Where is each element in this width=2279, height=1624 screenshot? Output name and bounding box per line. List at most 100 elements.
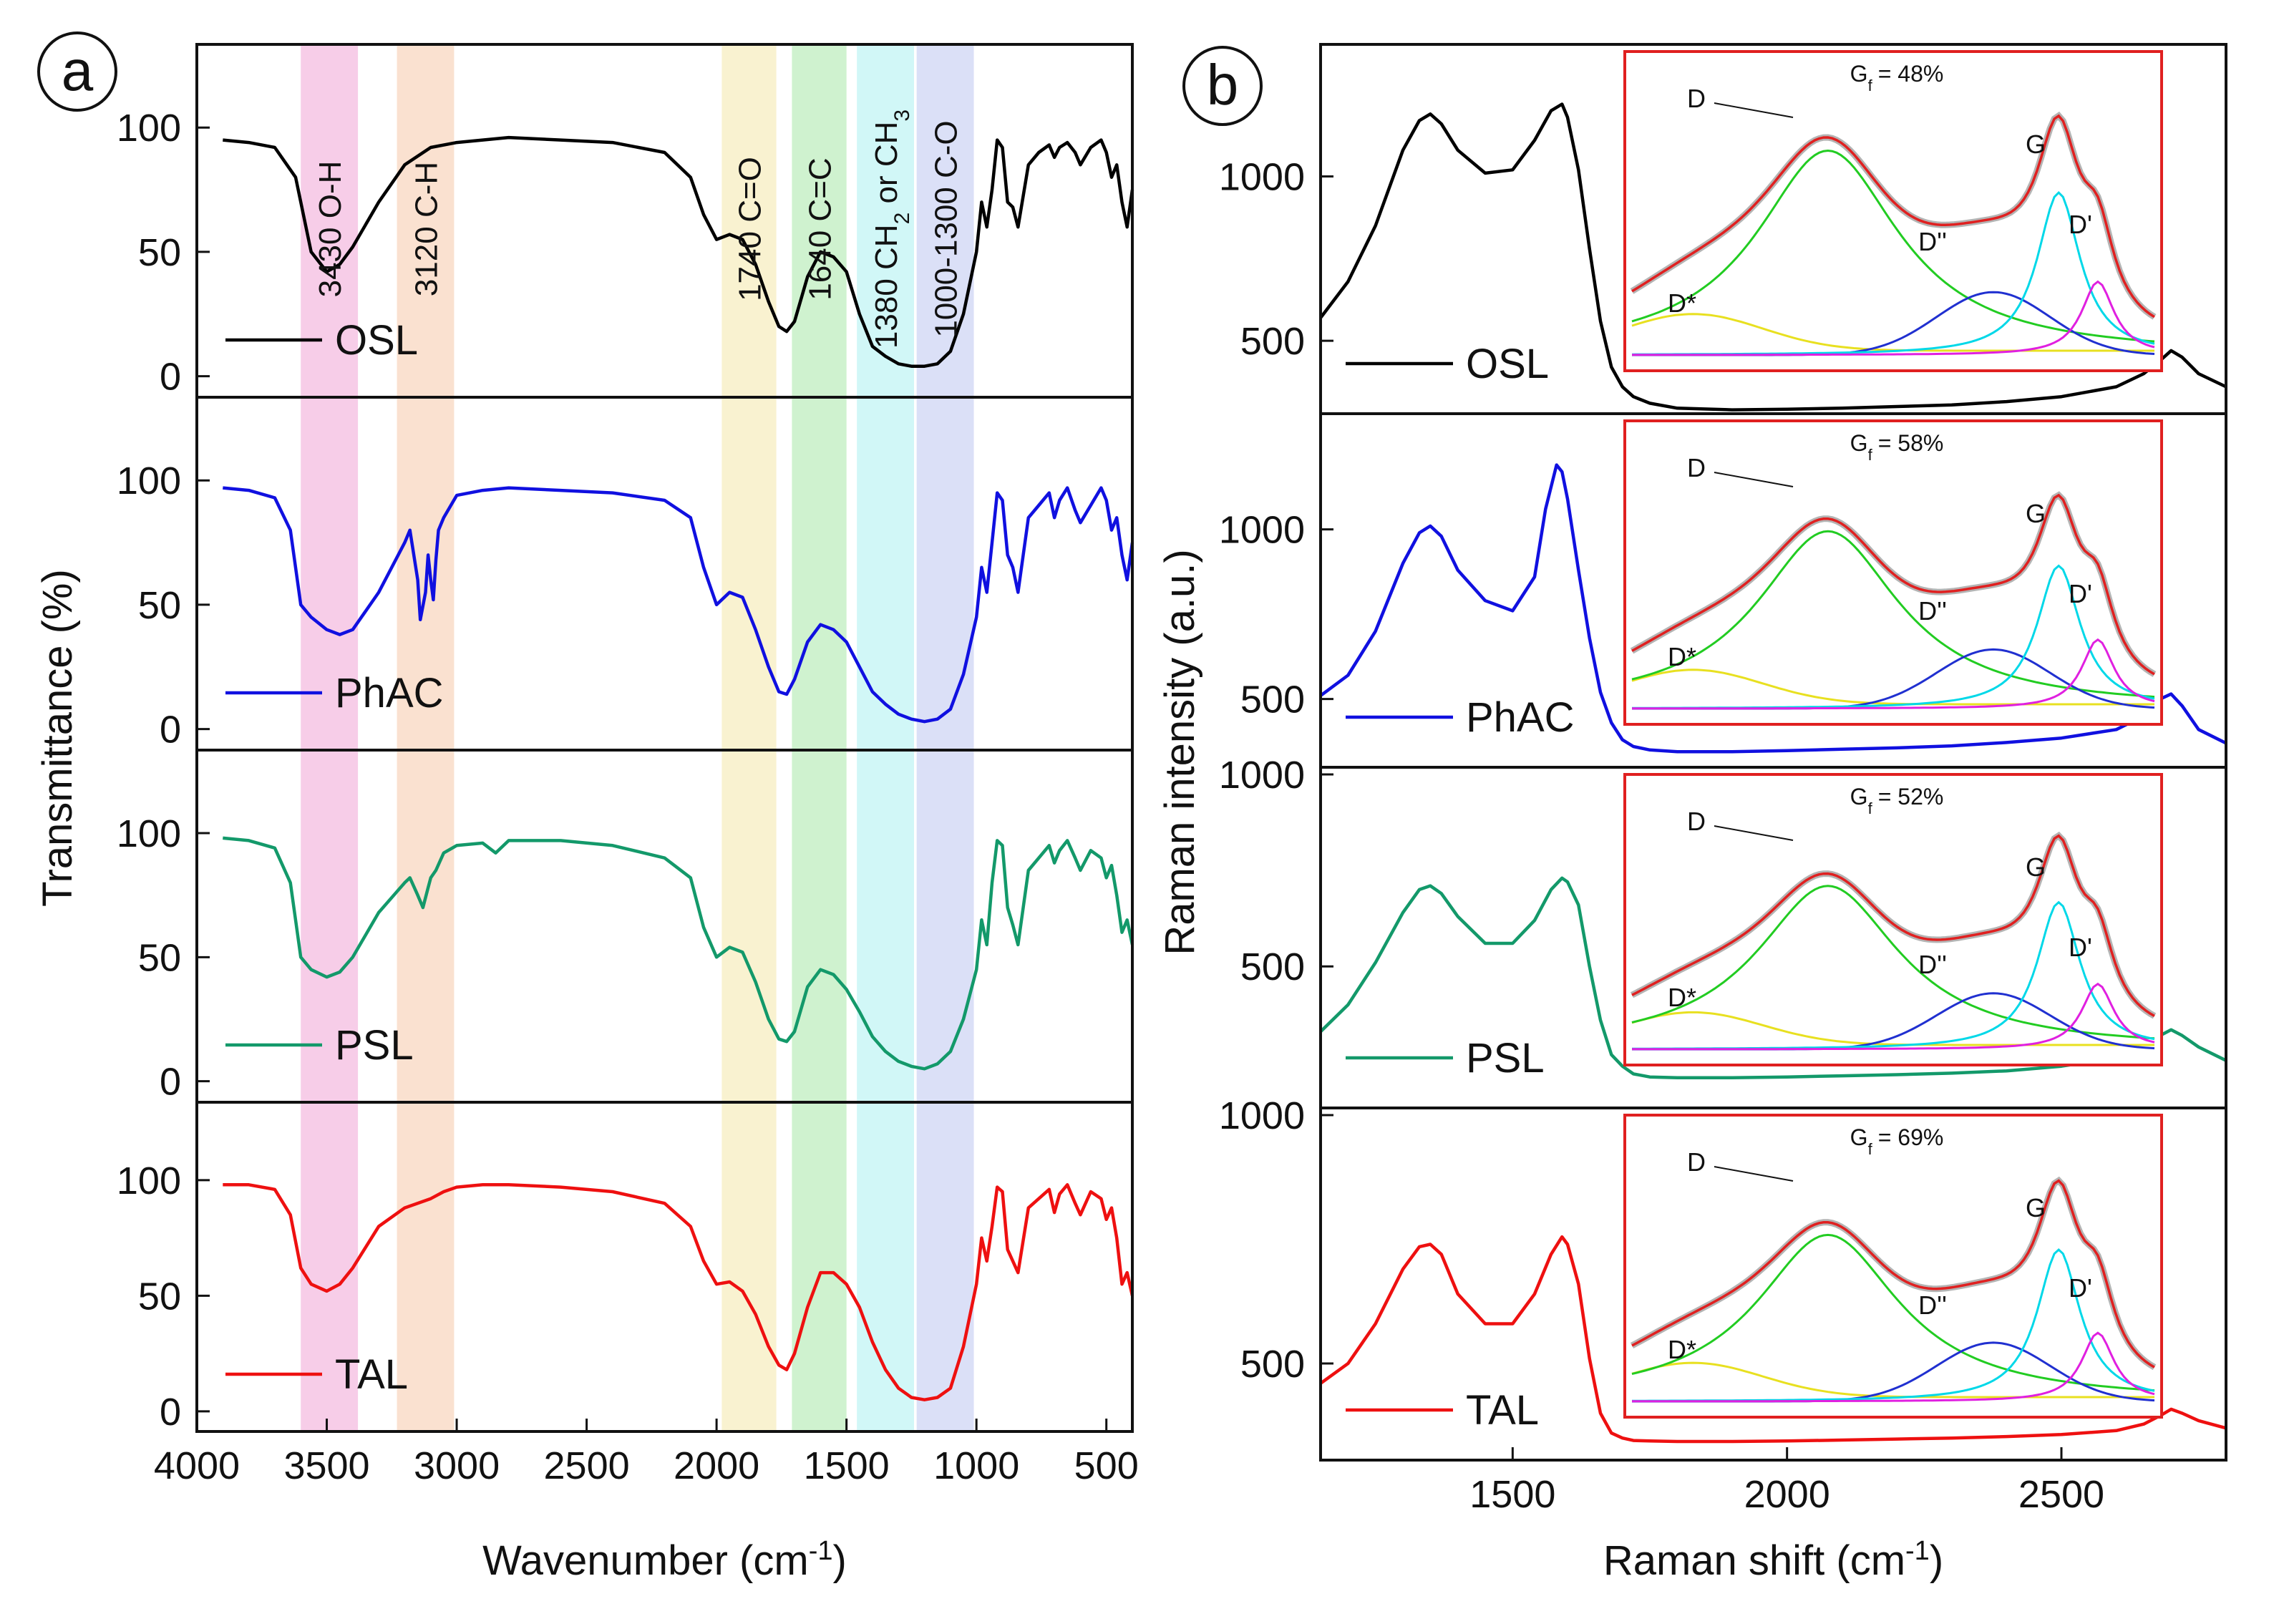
inset-component-dstar [1631,1011,2154,1046]
series-line-PhAC [1319,463,2227,754]
band-label-3: 1640 C=C [803,157,838,300]
band-2 [721,44,777,1431]
gf-value: = 69% [1878,1124,1944,1150]
xtick-label: 2500 [544,1444,630,1487]
legend-label-PhAC: PhAC [335,670,444,716]
band-label-2: 1740 C=O [732,157,767,301]
x-axis-title-part: ) [832,1537,846,1584]
xtick-label: 2000 [674,1444,759,1487]
inset-component-dstar [1631,1361,2154,1399]
inset-arrow-d [1714,472,1794,487]
inset-deconvolution-TAL: Gf = 69% D G D' D'' D* [1623,1114,2163,1419]
x-axis-title-part: -1 [809,1536,833,1566]
inset-label-ddouble: D'' [1918,227,1947,256]
inset-gf-label: Gf = 52% [1850,784,1944,817]
inset-gf-label: Gf = 69% [1850,1124,1944,1158]
inset-fit-line [1631,1179,2155,1368]
inset-frame [1623,773,2163,1066]
ytick-label: 0 [160,1061,181,1104]
y-axis-title: Transmittance (%) [34,569,81,907]
ytick-label: 50 [138,584,181,627]
legend-label-OSL: OSL [1466,341,1549,387]
legend-label-PSL: PSL [335,1022,414,1069]
inset-frame [1623,1114,2163,1419]
series-line-PhAC [223,486,1134,724]
gf-sub: f [1868,1140,1873,1158]
inset-deconvolution-PSL: Gf = 52% D G D' D'' D* [1623,773,2163,1066]
inset-gf-label: Gf = 58% [1850,430,1944,464]
ytick-label: 500 [1240,945,1305,988]
inset-label-dprime: D' [2069,933,2092,962]
plot-frame [195,43,1134,1433]
gf-value: = 58% [1878,430,1944,456]
inset-label-dstar: D* [1668,288,1696,318]
ytick-label: 100 [117,460,181,502]
inset-label-g: G [2026,130,2046,159]
xtick-label: 500 [1074,1444,1139,1487]
x-axis-title-part: Raman shift (cm [1603,1537,1905,1584]
band-label-part: or CH [869,122,904,213]
x-axis-title-part: -1 [1905,1536,1930,1566]
ytick-label: 100 [117,812,181,855]
inset-label-d: D [1687,1147,1706,1177]
band-0 [301,44,359,1431]
x-axis-title: Raman shift (cm-1) [1603,1536,1943,1584]
inset-label-dstar: D* [1668,1335,1696,1364]
inset-component-d [1631,149,2155,343]
inset-label-dstar: D* [1668,983,1696,1012]
inset-label-d: D [1687,84,1706,113]
y-axis-title: Raman intensity (a.u.) [1157,549,1203,955]
panel-label-circle-b [1182,46,1263,126]
panel-b-raman: 500 1000 OSL Gf = 48% D G D' D'' D* 500 1000 PhAC Gf =… [1157,43,2227,1584]
band-label-5: 1000-1300 C-O [929,120,964,337]
inset-component-dprime [1632,638,2155,710]
ytick-label: 100 [117,1159,181,1202]
ytick-label: 0 [160,356,181,399]
xtick-label: 4000 [154,1444,240,1487]
ytick-label: 100 [117,107,181,150]
ytick-label: 500 [1240,679,1305,721]
inset-deconvolution-PhAC: Gf = 58% D G D' D'' D* [1623,419,2163,726]
ytick-label: 1000 [1219,1094,1305,1137]
inset-label-dprime: D' [2069,1273,2092,1303]
inset-label-g: G [2026,852,2046,882]
inset-fit-line [1631,834,2155,1018]
band-label-1: 3120 C-H [409,162,444,296]
ytick-label: 0 [160,709,181,752]
legend-label-TAL: TAL [335,1351,408,1398]
inset-component-dprime [1632,982,2155,1051]
series-line-TAL [223,1183,1134,1401]
ytick-label: 50 [138,231,181,274]
inset-label-dstar: D* [1668,642,1696,671]
inset-label-ddouble: D'' [1918,596,1947,626]
panel-label-circle-a [37,31,117,112]
band-5 [916,44,974,1431]
inset-arrow-d [1714,825,1794,841]
inset-component-dprime [1632,1331,2155,1403]
band-4 [857,44,915,1431]
xtick-label: 3500 [283,1444,369,1487]
inset-label-ddouble: D'' [1918,950,1947,979]
band-label-part: 1380 CH [869,224,904,349]
gf-prefix: G [1850,1124,1868,1150]
xtick-label: 3000 [414,1444,500,1487]
inset-label-g: G [2026,1193,2046,1222]
ytick-label: 1000 [1219,156,1305,199]
series-line-OSL [1319,102,2227,412]
xtick-label: 2500 [2018,1473,2104,1516]
ytick-label: 1000 [1219,509,1305,552]
gf-value: = 48% [1878,61,1944,87]
series-line-OSL [223,135,1134,368]
xtick-label: 1500 [804,1444,890,1487]
panel-a-ftir: 0 50 100 OSL 0 50 100 PhAC 0 50 100 PSL 0 50 100 TAL 400… [34,31,1139,1584]
inset-label-g: G [2026,499,2046,528]
panel-label-a: a [62,39,94,102]
inset-label-dprime: D' [2069,579,2092,608]
band-3 [792,44,847,1431]
xtick-label: 1000 [933,1444,1019,1487]
ytick-label: 0 [160,1391,181,1434]
x-axis-title-part: Wavenumber (cm [482,1537,809,1584]
gf-prefix: G [1850,430,1868,456]
band-label-4: 1380 CH2 or CH3 [869,110,914,349]
